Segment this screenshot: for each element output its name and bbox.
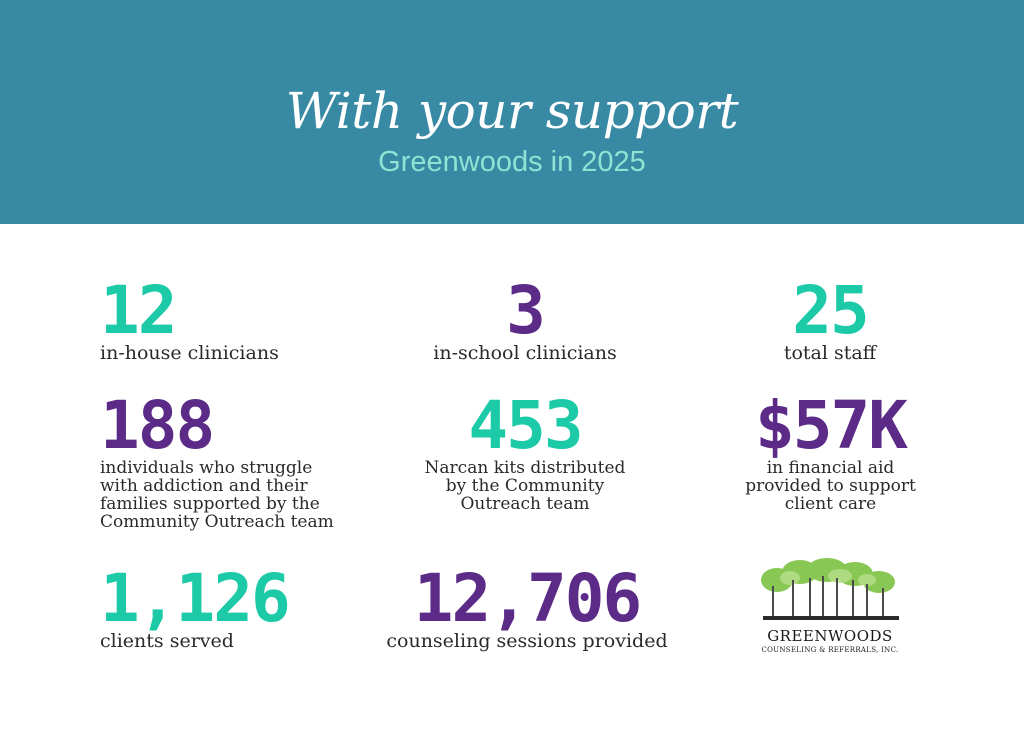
stat-value: 12,706 bbox=[413, 560, 642, 637]
stat-value: 25 bbox=[792, 272, 869, 349]
page-title: With your support bbox=[285, 82, 739, 140]
stat-label: in-school clinicians bbox=[433, 342, 617, 364]
stat-label: in-house clinicians bbox=[100, 342, 279, 364]
stat-in-house-clinicians: 12 in-house clinicians bbox=[100, 272, 279, 364]
stat-value: 453 bbox=[468, 387, 583, 464]
stat-in-school-clinicians: 3 in-school clinicians bbox=[400, 272, 650, 364]
stat-value: 1,126 bbox=[100, 560, 291, 637]
stat-label-line: with addiction and their bbox=[100, 476, 308, 496]
trees-icon bbox=[761, 558, 899, 620]
stat-label: clients served bbox=[100, 630, 234, 652]
stat-label: total staff bbox=[783, 342, 877, 364]
stat-value: $57K bbox=[755, 387, 908, 464]
greenwoods-logo: GREENWOODS COUNSELING & REFERRALS, INC. bbox=[755, 558, 905, 658]
stat-financial-aid: $57K in financial aid provided to suppor… bbox=[718, 387, 943, 514]
stat-label-line: Outreach team bbox=[460, 494, 590, 514]
stat-counseling-sessions: 12,706 counseling sessions provided bbox=[362, 560, 692, 652]
logo-name: GREENWOODS bbox=[767, 627, 893, 645]
stat-value: 3 bbox=[506, 272, 546, 349]
stat-narcan-kits: 453 Narcan kits distributed by the Commu… bbox=[400, 387, 650, 514]
stat-value: 188 bbox=[100, 387, 215, 464]
stat-label-line: Narcan kits distributed bbox=[424, 458, 626, 478]
stat-label-line: provided to support bbox=[745, 476, 916, 496]
stat-label-line: client care bbox=[784, 494, 877, 514]
stat-label-line: in financial aid bbox=[766, 458, 895, 478]
stat-label: counseling sessions provided bbox=[386, 630, 668, 652]
stat-individuals-supported: 188 individuals who struggle with addict… bbox=[100, 387, 334, 532]
logo-tagline: COUNSELING & REFERRALS, INC. bbox=[761, 646, 899, 654]
stat-label-line: families supported by the bbox=[100, 494, 320, 514]
stat-value: 12 bbox=[100, 272, 177, 349]
stat-label-line: by the Community bbox=[445, 476, 605, 496]
page-subtitle: Greenwoods in 2025 bbox=[378, 146, 646, 178]
header-banner: With your support Greenwoods in 2025 bbox=[0, 0, 1024, 224]
stat-label-line: individuals who struggle bbox=[100, 458, 313, 478]
stat-label-line: Community Outreach team bbox=[100, 512, 334, 532]
stat-clients-served: 1,126 clients served bbox=[100, 560, 291, 652]
stat-total-staff: 25 total staff bbox=[730, 272, 930, 364]
